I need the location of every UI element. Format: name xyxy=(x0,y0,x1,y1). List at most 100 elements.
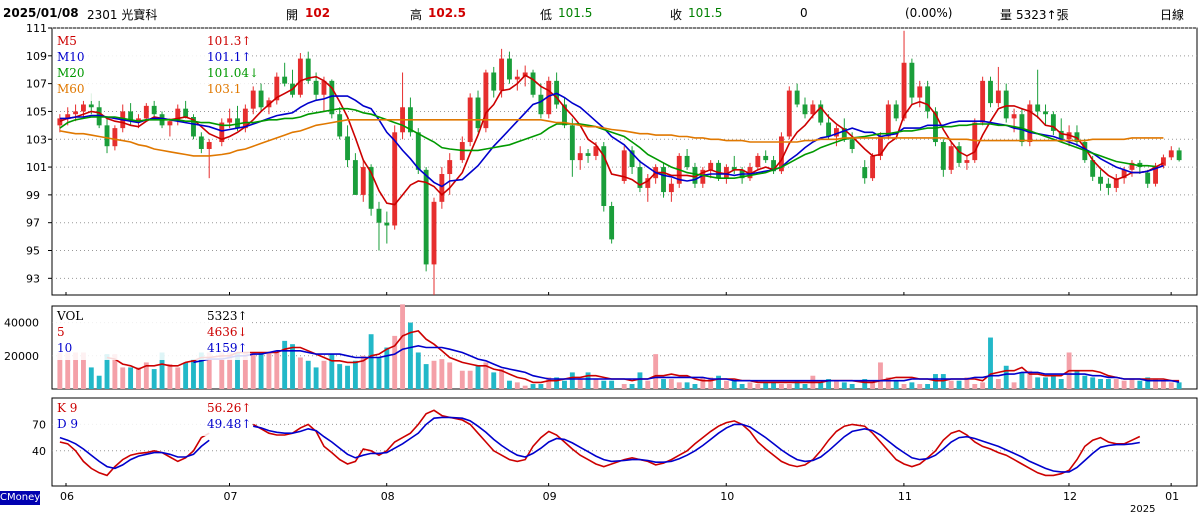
candle-body xyxy=(708,162,714,170)
volume-bar xyxy=(345,365,350,389)
candle-body xyxy=(313,80,319,95)
kd-line-k9 xyxy=(59,409,1141,477)
volume-bar xyxy=(661,379,666,389)
candle-body xyxy=(933,111,938,143)
pane-frame-2 xyxy=(51,397,1198,487)
volume-bar xyxy=(467,370,473,389)
candle-body xyxy=(893,104,899,119)
candle-body xyxy=(175,108,181,122)
volume-bar xyxy=(739,384,745,389)
header-open: 102 xyxy=(305,6,331,20)
x-tick-label: 09 xyxy=(543,490,557,503)
ma-line-m60 xyxy=(59,119,1164,157)
candle-body xyxy=(684,155,690,168)
x-tick-label: 01 xyxy=(1165,490,1179,503)
volume-bar xyxy=(708,377,714,389)
volume-bar xyxy=(368,334,374,389)
volume-bar xyxy=(1011,382,1017,389)
candle-body xyxy=(305,58,311,81)
candle-body xyxy=(1043,111,1048,115)
volume-bar xyxy=(1098,379,1103,389)
candle-body xyxy=(143,105,149,119)
candle-body xyxy=(368,167,374,209)
candle-body xyxy=(219,122,225,143)
candle-body xyxy=(917,86,923,98)
volume-bar xyxy=(1168,382,1174,389)
header-period[interactable]: 日線 xyxy=(1160,8,1185,22)
candle-body xyxy=(1160,157,1166,166)
volume-bar xyxy=(88,367,94,389)
candle-body xyxy=(841,128,847,140)
volume-bar xyxy=(81,352,86,389)
price-y-tick-label: 95 xyxy=(26,245,40,258)
header-date: 2025/01/08 xyxy=(3,6,79,20)
price-y-tick-label: 93 xyxy=(26,272,40,285)
candle-body xyxy=(995,90,1001,104)
volume-bar xyxy=(909,382,915,389)
candle-body xyxy=(206,142,212,149)
candle-body xyxy=(692,167,698,184)
volume-bar xyxy=(645,380,651,389)
header-low: 101.5 xyxy=(558,6,593,20)
kd-legend-value: 56.26↑ xyxy=(207,401,251,415)
candle-body xyxy=(491,72,497,91)
volume-bar xyxy=(747,382,753,389)
candle-body xyxy=(530,72,536,95)
candle-body xyxy=(964,160,970,163)
volume-bar xyxy=(305,360,311,389)
candle-body xyxy=(786,90,792,137)
x-tick-label: 10 xyxy=(720,490,734,503)
candle-body xyxy=(593,146,599,156)
volume-bar xyxy=(258,352,264,389)
volume-bar xyxy=(637,372,643,389)
volume-bar xyxy=(841,382,847,389)
volume-bar xyxy=(917,384,923,389)
volume-bar xyxy=(136,367,141,389)
volume-bar xyxy=(818,382,824,389)
candle-body xyxy=(112,128,118,147)
kd-legend-name: D 9 xyxy=(57,417,78,431)
price-y-tick-label: 99 xyxy=(26,189,40,202)
volume-bar xyxy=(407,322,413,389)
volume-bar xyxy=(862,379,868,389)
price-legend-value: 101.04↓ xyxy=(207,66,259,80)
price-y-tick-label: 97 xyxy=(26,217,40,230)
candle-body xyxy=(1105,183,1111,188)
volume-bar xyxy=(1160,380,1166,389)
volume-bar xyxy=(653,354,659,389)
volume-y-tick-label: 20000 xyxy=(4,350,39,363)
candle-body xyxy=(546,80,552,115)
candle-body xyxy=(731,167,737,170)
candle-body xyxy=(1113,178,1119,188)
volume-bar xyxy=(415,352,421,389)
candle-body xyxy=(1090,160,1096,177)
price-legend-bg xyxy=(54,35,250,101)
volume-bar xyxy=(901,384,907,389)
volume-bar xyxy=(499,369,505,389)
candle-body xyxy=(834,128,839,137)
volume-bar xyxy=(1145,377,1151,389)
candle-body xyxy=(198,136,204,149)
candle-body xyxy=(849,139,855,149)
candle-body xyxy=(1176,150,1182,161)
volume-bar xyxy=(1090,377,1096,389)
candle-body xyxy=(514,76,520,80)
volume-bar xyxy=(274,352,280,389)
volume-bar xyxy=(530,384,536,389)
candle-body xyxy=(475,97,481,129)
header-volume-label: 量 xyxy=(1000,8,1013,22)
candle-body xyxy=(878,136,883,156)
candle-body xyxy=(1027,104,1033,143)
volume-bar xyxy=(1050,375,1056,389)
volume-bar xyxy=(96,375,102,389)
price-y-tick-label: 111 xyxy=(26,22,47,35)
header-change: 0 xyxy=(800,6,808,20)
candle-body xyxy=(167,121,173,126)
volume-bar xyxy=(1113,379,1119,389)
volume-bar xyxy=(1153,379,1158,389)
candle-body xyxy=(885,104,891,137)
price-legend-name: M10 xyxy=(57,50,85,64)
candle-body xyxy=(88,104,94,108)
candle-body xyxy=(637,167,643,188)
